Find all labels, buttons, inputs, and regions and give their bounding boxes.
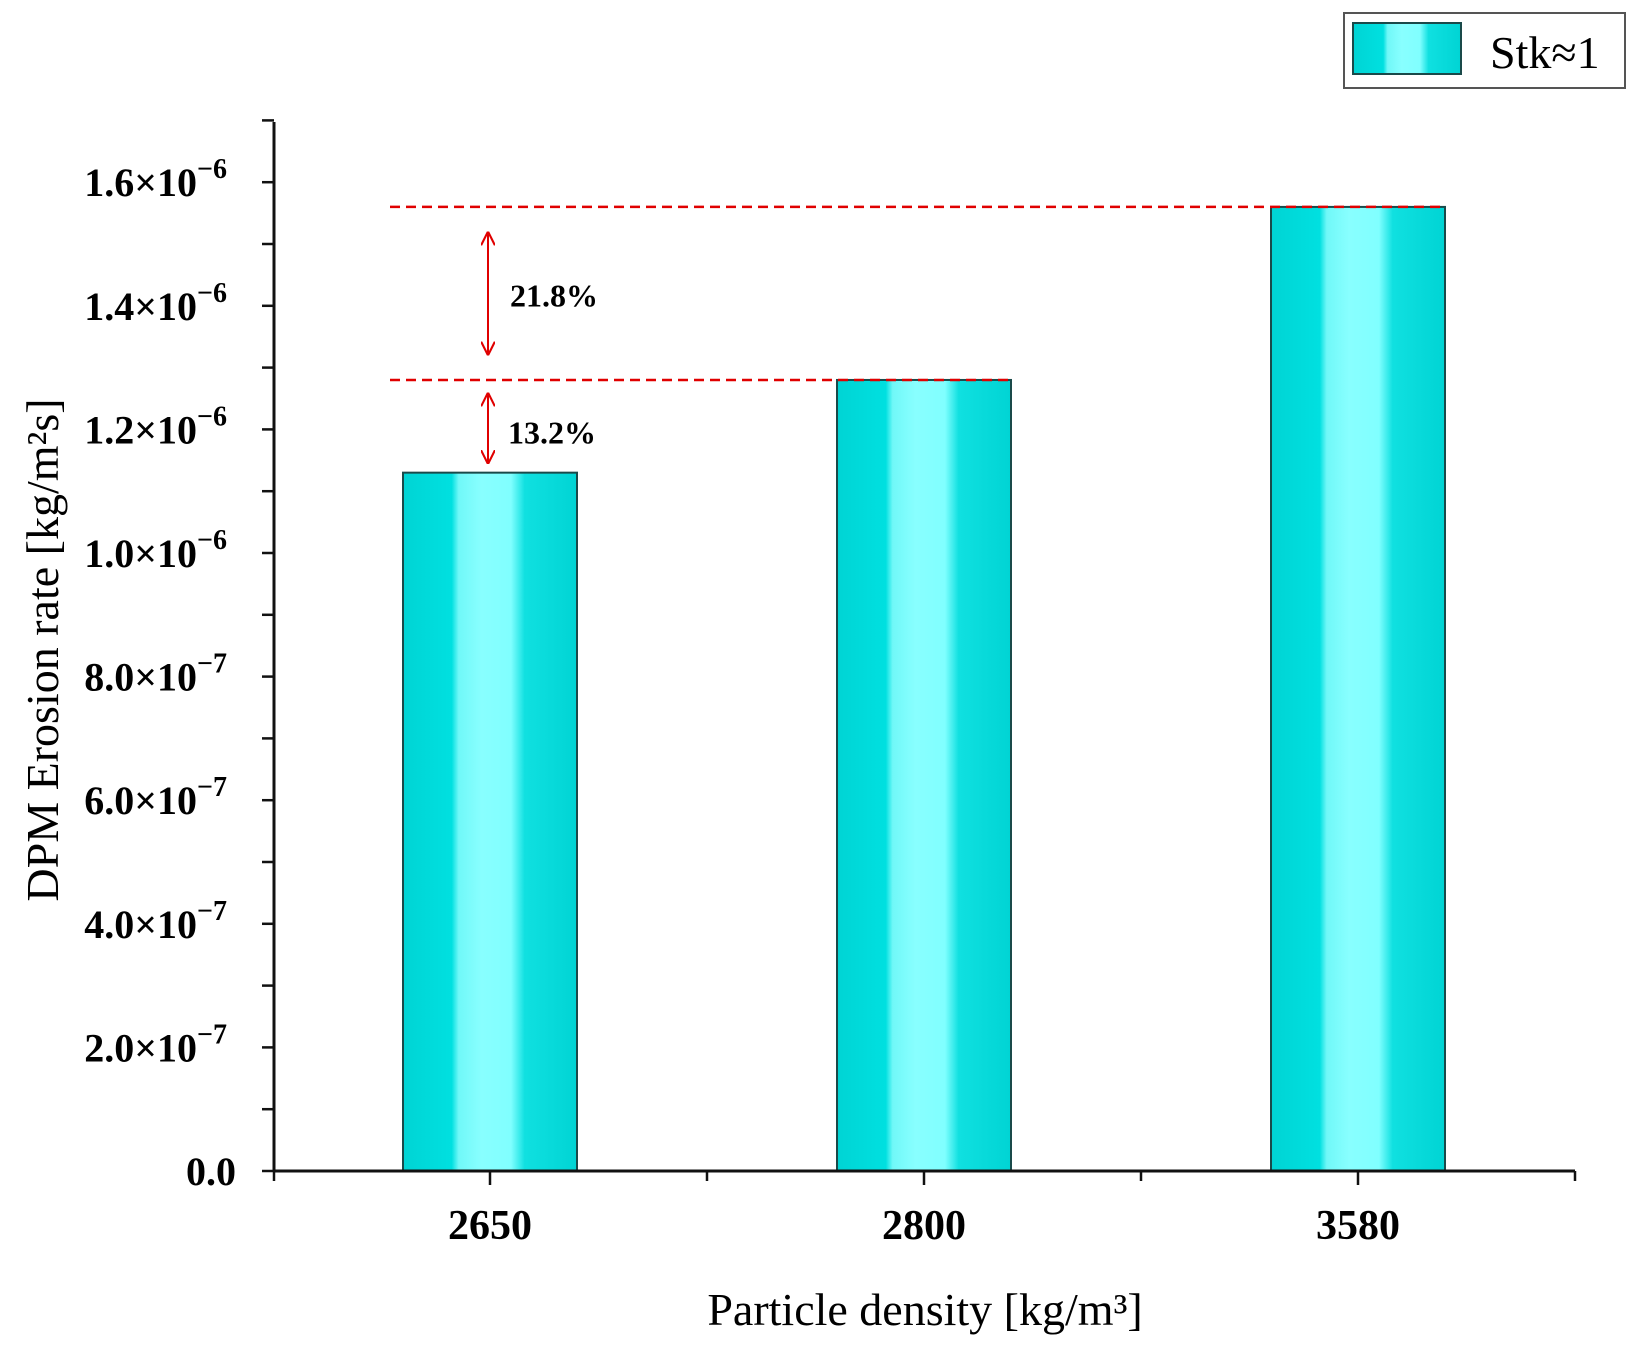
bar-3580 bbox=[1270, 205, 1446, 1173]
x-axis-label: Particle density [kg/m³] bbox=[707, 1284, 1142, 1335]
x-tick-label: 2800 bbox=[882, 1203, 966, 1249]
y-tick-label: 4.0×10−7 bbox=[84, 896, 227, 947]
bar-2800 bbox=[836, 378, 1012, 1172]
y-axis-label: DPM Erosion rate [kg/m²s] bbox=[17, 398, 68, 901]
bars-group bbox=[402, 205, 1446, 1173]
y-tick-label: 1.4×10−6 bbox=[84, 278, 227, 329]
x-tick-label: 3580 bbox=[1316, 1203, 1400, 1249]
y-tick-label: 2.0×10−7 bbox=[84, 1019, 227, 1070]
bar-2650 bbox=[402, 471, 578, 1173]
legend-swatch bbox=[1352, 22, 1462, 75]
y-tick-label: 8.0×10−7 bbox=[84, 649, 227, 700]
annotation-label-21-8: 21.8% bbox=[510, 277, 598, 313]
legend-label: Stk≈1 bbox=[1490, 27, 1600, 78]
annotation-label-13-2: 13.2% bbox=[508, 414, 596, 450]
y-tick-label: 1.2×10−6 bbox=[84, 401, 227, 452]
annotations-group: 21.8% 13.2% bbox=[390, 205, 1445, 463]
x-tick-label: 2650 bbox=[448, 1203, 532, 1249]
y-tick-label: 1.6×10−6 bbox=[84, 154, 227, 205]
axes-group: 0.0 2.0×10−7 4.0×10−7 6.0×10−7 8.0×10−7 1.0×1… bbox=[84, 119, 1577, 1249]
y-tick-label: 6.0×10−7 bbox=[84, 772, 227, 823]
y-tick-label: 0.0 bbox=[186, 1149, 236, 1194]
y-tick-label: 1.0×10−6 bbox=[84, 525, 227, 576]
legend: Stk≈1 bbox=[1343, 12, 1626, 89]
